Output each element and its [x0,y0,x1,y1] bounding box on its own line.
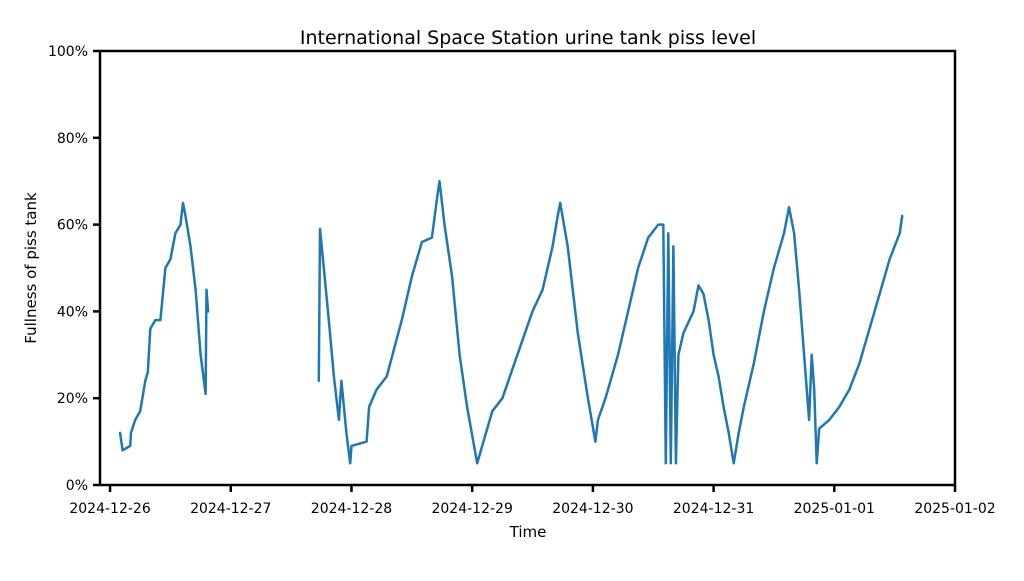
x-tick-label: 2025-01-02 [914,501,995,517]
x-tick-label: 2025-01-01 [794,501,875,517]
x-axis: 2024-12-26 2024-12-27 2024-12-28 2024-12-29… [69,485,996,517]
x-tick-label: 2024-12-30 [552,501,633,517]
y-tick-label: 0% [66,478,88,494]
x-tick-label: 2024-12-26 [69,501,150,517]
x-axis-label: Time [509,523,547,541]
x-tick-label: 2024-12-31 [673,501,754,517]
y-axis: 0% 20% 40% 60% 80% 100% [48,44,100,494]
y-tick-label: 40% [57,304,88,320]
x-tick-label: 2024-12-28 [311,501,392,517]
chart-title: International Space Station urine tank p… [300,27,756,49]
y-tick-label: 80% [57,131,88,147]
plot-frame [98,49,957,487]
y-tick-label: 20% [57,391,88,407]
series-line-segment [317,179,904,465]
x-tick-label: 2024-12-27 [190,501,271,517]
series-layer [118,179,904,465]
y-tick-label: 100% [48,44,88,60]
x-tick-label: 2024-12-29 [431,501,512,517]
y-axis-label: Fullness of piss tank [22,192,40,344]
y-tick-label: 60% [57,218,88,234]
series-line-segment [118,201,210,452]
